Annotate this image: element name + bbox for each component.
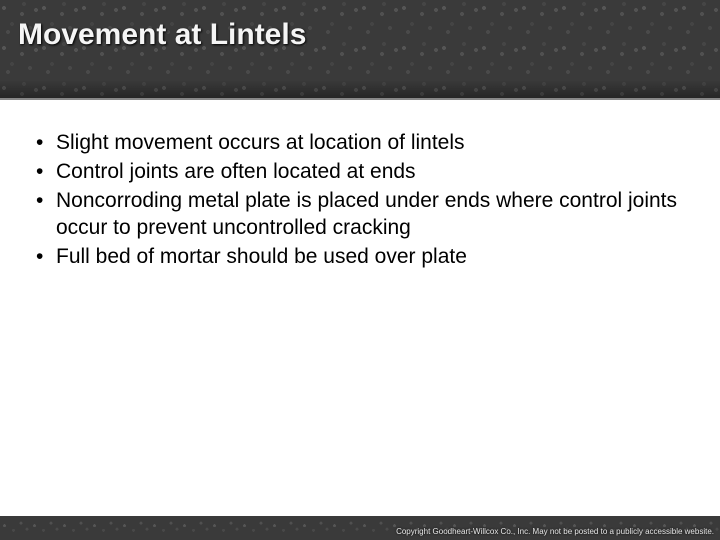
slide-footer-band: Copyright Goodheart-Willcox Co., Inc. Ma… [0,516,720,540]
bullet-list: Slight movement occurs at location of li… [28,130,692,270]
copyright-text: Copyright Goodheart-Willcox Co., Inc. Ma… [396,527,714,536]
list-item: Noncorroding metal plate is placed under… [28,188,692,242]
list-item: Slight movement occurs at location of li… [28,130,692,157]
slide-title: Movement at Lintels [18,18,306,52]
list-item: Control joints are often located at ends [28,159,692,186]
slide-header: Movement at Lintels [0,0,720,100]
list-item: Full bed of mortar should be used over p… [28,244,692,271]
slide-body: Slight movement occurs at location of li… [0,100,720,270]
